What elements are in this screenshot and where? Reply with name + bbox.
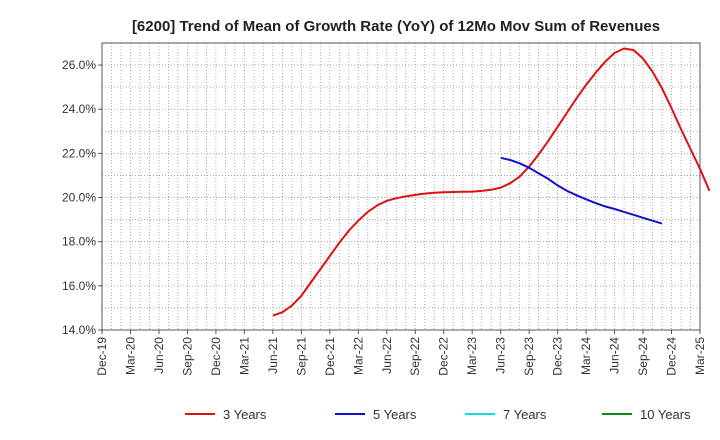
x-tick-label: Mar-21 <box>237 337 251 375</box>
x-tick-label: Dec-19 <box>95 337 109 376</box>
plot-frame <box>101 42 701 331</box>
y-tick-label: 26.0% <box>62 58 96 72</box>
grid-lines <box>102 43 700 330</box>
x-tick-label: Jun-22 <box>380 337 394 374</box>
y-tick-label: 20.0% <box>62 191 96 205</box>
x-tick-label: Dec-21 <box>323 337 337 376</box>
x-tick-label: Dec-23 <box>551 337 565 376</box>
x-tick-label: Jun-21 <box>266 337 280 374</box>
series-line-3-years <box>272 47 711 317</box>
x-tick-label: Sep-21 <box>294 337 308 376</box>
x-tick-label: Mar-20 <box>123 337 137 375</box>
y-tick-label: 24.0% <box>62 102 96 116</box>
x-tick-label: Mar-22 <box>351 337 365 375</box>
y-tick-label: 22.0% <box>62 146 96 160</box>
x-tick-label: Mar-23 <box>465 337 479 375</box>
y-tick-label: 18.0% <box>62 235 96 249</box>
x-tick-label: Jun-20 <box>152 337 166 374</box>
x-tick-label: Dec-20 <box>209 337 223 376</box>
x-tick-label: Sep-23 <box>522 337 536 376</box>
series-lines <box>272 47 711 317</box>
y-tick-label: 14.0% <box>62 323 96 337</box>
x-tick-label: Sep-20 <box>180 337 194 376</box>
legend-label: 7 Years <box>503 407 547 422</box>
x-tick-label: Mar-25 <box>693 337 707 375</box>
chart-title: [6200] Trend of Mean of Growth Rate (YoY… <box>132 18 660 35</box>
x-tick-label: Dec-24 <box>665 337 679 376</box>
y-tick-label: 16.0% <box>62 279 96 293</box>
x-tick-label: Sep-24 <box>636 337 650 376</box>
series-line-5-years <box>500 156 663 225</box>
x-tick-label: Dec-22 <box>437 337 451 376</box>
legend-label: 10 Years <box>640 407 691 422</box>
x-tick-label: Jun-24 <box>608 337 622 374</box>
x-tick-label: Mar-24 <box>579 337 593 375</box>
y-axis: 14.0% 16.0% 18.0% 20.0% 22.0% 24.0% 26.0% <box>62 58 102 337</box>
x-axis: Dec-19 Mar-20 Jun-20 Sep-20 Dec-20 Mar-21 Jun-… <box>95 330 707 376</box>
legend-label: 3 Years <box>223 407 267 422</box>
legend-label: 5 Years <box>373 407 417 422</box>
x-tick-label: Sep-22 <box>408 337 422 376</box>
legend: 3 Years 5 Years 7 Years 10 Years <box>185 407 691 422</box>
x-tick-label: Jun-23 <box>494 337 508 374</box>
